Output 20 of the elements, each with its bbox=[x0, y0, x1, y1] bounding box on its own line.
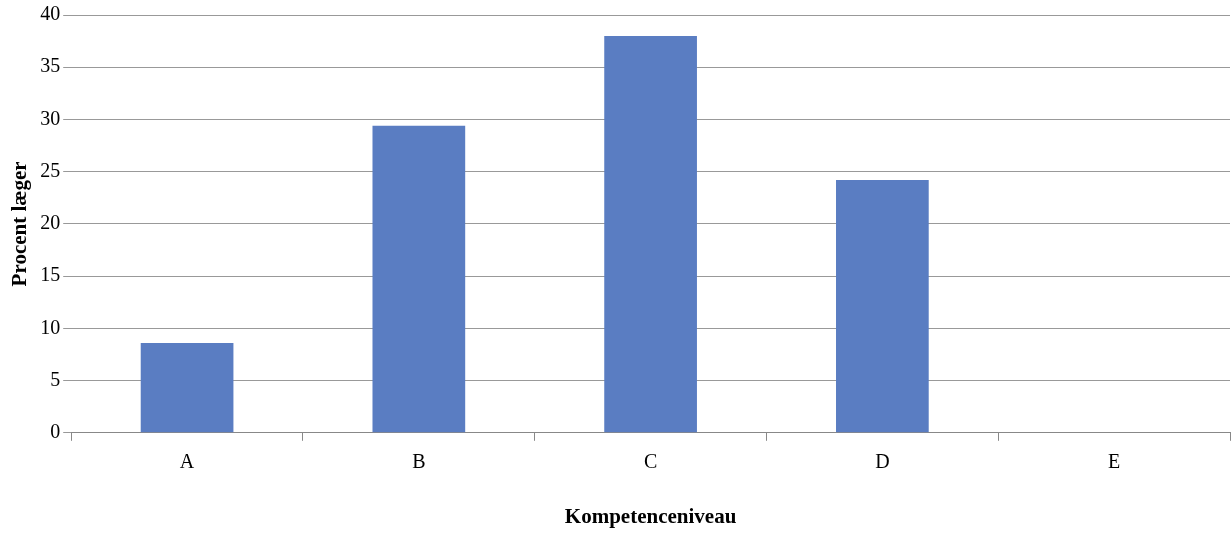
x-tick-label: A bbox=[179, 450, 195, 473]
x-tick-label: E bbox=[1108, 450, 1121, 473]
x-tick-label: D bbox=[875, 450, 890, 473]
bar bbox=[140, 342, 234, 433]
x-tick-label: B bbox=[412, 450, 426, 473]
y-axis-title: Procent læger bbox=[7, 161, 32, 287]
y-tick-label: 20 bbox=[40, 211, 61, 234]
y-tick-label: 10 bbox=[40, 315, 61, 338]
y-tick-label: 35 bbox=[40, 54, 61, 77]
bar bbox=[836, 180, 929, 433]
x-axis-title: Kompetenceniveau bbox=[564, 503, 737, 528]
y-tick-label: 25 bbox=[40, 158, 61, 181]
x-tick-label: C bbox=[643, 450, 658, 473]
bar bbox=[604, 35, 697, 433]
y-tick-label: 30 bbox=[40, 106, 61, 129]
y-tick-label: 15 bbox=[40, 263, 61, 286]
bar bbox=[372, 125, 466, 433]
y-tick-label: 5 bbox=[50, 367, 61, 390]
y-tick-label: 40 bbox=[40, 2, 61, 25]
y-tick-label: 0 bbox=[50, 420, 61, 443]
